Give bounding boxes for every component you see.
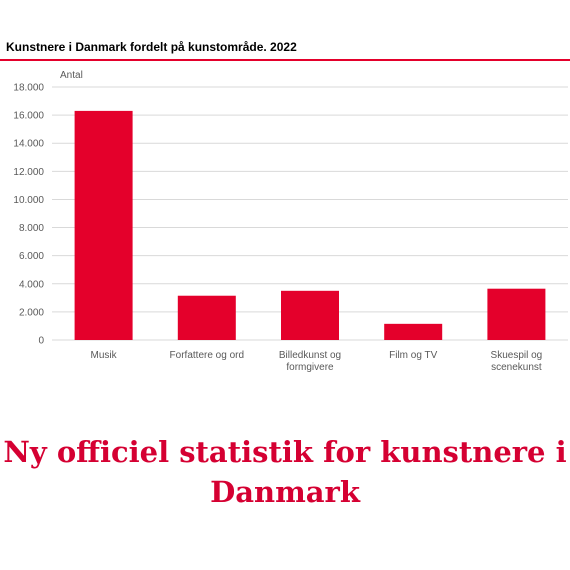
category-label: Film og TV [389, 350, 437, 361]
bar [487, 288, 546, 340]
y-tick-label: 6.000 [19, 251, 44, 262]
y-tick-labels: 0 2.000 4.000 6.000 8.000 10.000 12.000 14.000 1… [13, 83, 44, 347]
category-label: Forfattere og ord [170, 350, 244, 361]
chart-title: Kunstnere i Danmark fordelt på kunstområ… [6, 40, 297, 54]
bar-chart: Antal 0 2.000 4.000 6.000 8.000 10.000 12.000 1… [13, 70, 568, 373]
y-axis-label: Antal [60, 70, 83, 81]
category-label: Skuespil og scenekunst [491, 350, 543, 373]
y-tick-label: 8.000 [19, 223, 44, 234]
y-tick-label: 16.000 [13, 111, 44, 122]
y-tick-label: 10.000 [13, 195, 44, 206]
title-divider [0, 59, 570, 61]
bar [384, 323, 443, 340]
category-labels: Musik Forfattere og ord Billedkunst og form… [91, 350, 543, 373]
y-tick-label: 12.000 [13, 167, 44, 178]
bar [177, 295, 236, 340]
y-tick-label: 4.000 [19, 279, 44, 290]
gridlines [52, 86, 568, 341]
category-label: Musik [91, 350, 118, 361]
bar [281, 290, 339, 340]
category-label: Billedkunst og formgivere [279, 350, 341, 373]
bars [74, 110, 546, 341]
y-tick-label: 0 [38, 336, 44, 347]
headline: Ny officiel statistik for kunstnere i Da… [3, 435, 567, 509]
y-tick-label: 18.000 [13, 83, 44, 94]
y-tick-label: 2.000 [19, 307, 44, 318]
y-tick-label: 14.000 [13, 139, 44, 150]
bar [74, 110, 133, 341]
